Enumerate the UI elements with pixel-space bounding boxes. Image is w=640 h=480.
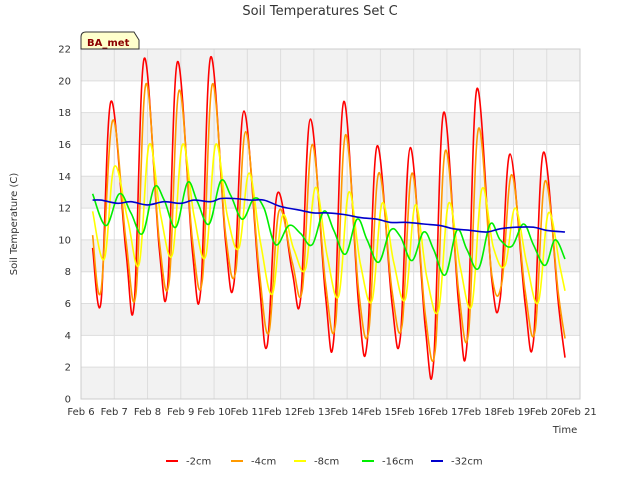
y-tick-label: 14 <box>58 172 71 183</box>
x-tick-label: Feb 8 <box>134 407 161 418</box>
y-tick-label: 18 <box>58 108 71 119</box>
x-tick-label: Feb 11 <box>231 407 265 418</box>
x-tick-label: Feb 20 <box>530 407 564 418</box>
plot-band <box>81 112 580 145</box>
y-tick-label: 20 <box>58 76 71 87</box>
x-tick-label: Feb 13 <box>297 407 331 418</box>
site-label: BA_met <box>87 38 130 49</box>
x-tick-label: Feb 21 <box>563 407 597 418</box>
legend-label: -8cm <box>314 457 339 468</box>
series-line-neg4cm <box>91 83 566 362</box>
plot-background-bands <box>81 49 580 399</box>
y-tick-label: 22 <box>58 45 71 56</box>
y-tick-label: 6 <box>65 299 71 310</box>
x-tick-label: Feb 12 <box>264 407 298 418</box>
y-tick-label: 12 <box>58 204 71 215</box>
site-label-box <box>80 31 140 50</box>
x-tick-label: Feb 10 <box>197 407 231 418</box>
y-tick-label: 10 <box>58 235 71 246</box>
x-tick-label: Feb 14 <box>330 407 364 418</box>
series-lines <box>91 56 566 380</box>
legend-label: -16cm <box>382 457 414 468</box>
site-label-badge: BA_met <box>80 31 140 50</box>
plot-band <box>81 49 580 81</box>
x-tick-label: Feb 19 <box>497 407 531 418</box>
legend-label: -4cm <box>251 457 276 468</box>
x-axis-ticks: Feb 6 Feb 7 Feb 8 Feb 9 Feb 10 Feb 11 Feb 12 Fe… <box>67 407 596 418</box>
x-axis-title: Time <box>552 425 577 436</box>
x-tick-label: Feb 15 <box>364 407 398 418</box>
x-tick-label: Feb 18 <box>463 407 497 418</box>
series-line-neg16cm <box>91 179 566 276</box>
y-axis-ticks: 0 2 4 6 8 10 12 14 16 18 20 22 <box>58 45 71 406</box>
y-axis-title: Soil Temperature (C) <box>9 173 20 276</box>
plot-band <box>81 176 580 209</box>
y-tick-label: 0 <box>65 395 71 406</box>
legend: -2cm -4cm -8cm -16cm -32cm <box>166 457 483 468</box>
legend-label: -2cm <box>186 457 211 468</box>
x-tick-label: Feb 7 <box>101 407 128 418</box>
y-tick-label: 4 <box>65 331 71 342</box>
y-tick-label: 8 <box>65 267 71 278</box>
plot-band <box>81 367 580 399</box>
x-tick-label: Feb 17 <box>430 407 464 418</box>
series-line-neg32cm <box>92 197 566 233</box>
x-tick-label: Feb 9 <box>167 407 194 418</box>
y-tick-label: 16 <box>58 140 71 151</box>
series-line-neg8cm <box>91 143 566 315</box>
x-tick-label: Feb 16 <box>397 407 431 418</box>
plot-frame <box>80 48 581 400</box>
chart-title: Soil Temperatures Set C <box>242 4 397 19</box>
x-tick-label: Feb 6 <box>67 407 94 418</box>
legend-label: -32cm <box>451 457 483 468</box>
y-tick-label: 2 <box>65 363 71 374</box>
